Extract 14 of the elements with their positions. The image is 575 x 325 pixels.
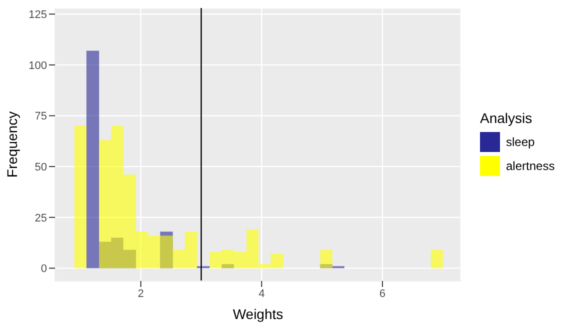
x-tick-label: 4 [258,288,265,300]
y-tick-label: 0 [40,263,47,276]
x-tick-label: 2 [138,288,144,300]
legend-label: alertness [506,159,555,173]
legend-label: sleep [506,135,535,149]
x-axis-title: Weights [232,306,284,322]
y-tick-label: 25 [34,212,47,224]
y-tick-label: 100 [28,60,47,72]
y-tick-label: 125 [28,9,47,22]
x-tick-label: 6 [379,288,386,300]
y-tick-label: 50 [34,161,47,174]
legend-title: Analysis [480,110,534,126]
y-axis-title: Frequency [4,111,20,178]
y-tick-label: 75 [34,110,47,123]
